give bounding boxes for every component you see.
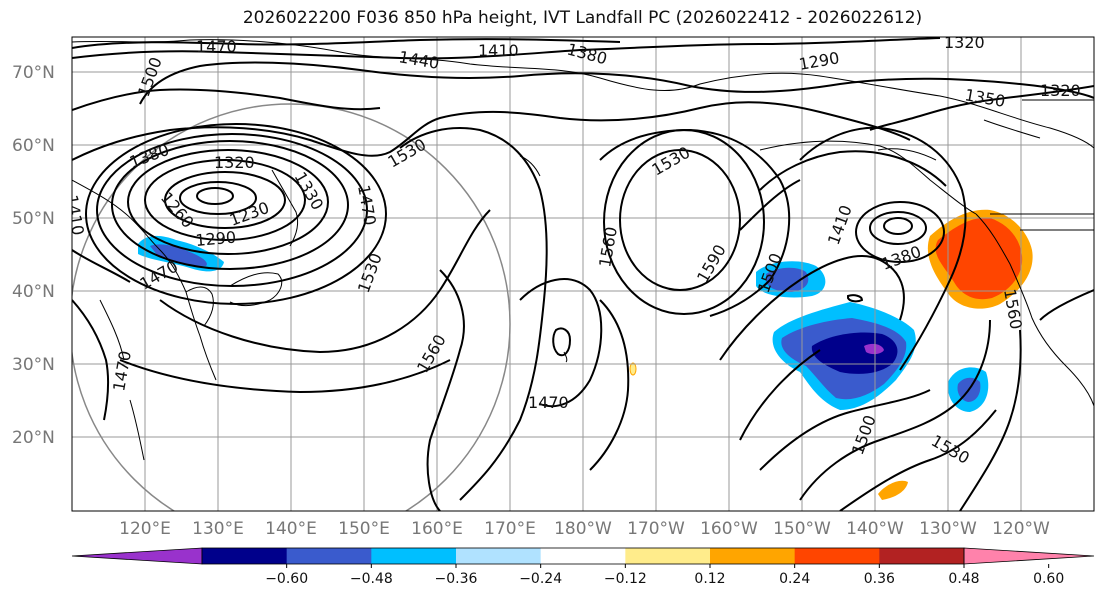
lat-label: 50°N [12,209,55,229]
graticule [72,37,1094,511]
colorbar-band [371,548,457,564]
lon-label: 130°W [919,519,977,539]
lat-label: 30°N [12,355,55,375]
colorbar-extend-min [71,547,203,565]
contour-label: 1410 [478,41,519,60]
colorbar-tick-label: −0.12 [604,571,647,587]
ivt-positive-red [935,217,1023,300]
colorbar: −0.60 −0.48 −0.36 −0.24 −0.12 0.12 0.24 0.36 0.4… [71,547,1095,587]
lat-label: 20°N [12,428,55,448]
colorbar-border [201,547,965,565]
lon-label: 120°E [119,519,171,539]
colorbar-tick-label: −0.36 [435,571,478,587]
lat-label: 40°N [12,282,55,302]
contour-label: 1320 [944,33,985,52]
colorbar-tick-label: 0.60 [1033,571,1064,587]
colorbar-band [456,548,542,564]
lon-label: 170°W [627,519,685,539]
colorbar-band [794,548,880,564]
contour-label: 1320 [1040,81,1081,100]
contour-label: 1320 [214,153,255,172]
lon-label: 120°W [992,519,1050,539]
colorbar-tick-label: 0.48 [948,571,979,587]
colorbar-band [202,548,288,564]
colorbar-tick-label: −0.48 [350,571,393,587]
ivt-negative-extreme [864,343,884,355]
ivt-positive-patch-south [878,480,908,500]
map-frame [71,36,1095,512]
ivt-positive-dot [629,362,637,376]
lon-label: 150°E [338,519,390,539]
ivt-negative-west-core [150,244,207,266]
map-title: 2026022200 F036 850 hPa height, IVT Land… [242,8,923,28]
colorbar-tick-label: −0.60 [265,571,308,587]
height-contours [72,37,1094,511]
colorbar-extend-max [963,547,1095,565]
lon-label: 160°W [700,519,758,539]
lat-label: 70°N [12,63,55,83]
lon-label: 130°E [192,519,244,539]
colorbar-band [540,548,626,564]
colorbar-band [710,548,796,564]
latitude-labels: 70°N 60°N 50°N 40°N 30°N 20°N [12,63,55,448]
colorbar-band [625,548,711,564]
coastlines [72,39,1094,461]
contour-label: 1470 [528,393,569,412]
lon-label: 150°W [773,519,831,539]
lon-label: 140°W [846,519,904,539]
range-circle [72,103,511,511]
lat-label: 60°N [12,136,55,156]
colorbar-band [286,548,372,564]
contour-label: 1470 [196,37,237,56]
lon-label: 180°W [554,519,612,539]
longitude-labels: 120°E 130°E 140°E 150°E 160°E 170°E 180°… [119,519,1050,539]
lon-label: 140°E [265,519,317,539]
colorbar-tick-label: 0.36 [864,571,895,587]
ivt-negative-patch-1-core [766,267,809,292]
colorbar-band [879,548,965,564]
colorbar-tick-label: −0.24 [519,571,562,587]
contour-label: 1290 [195,228,237,250]
lon-label: 160°E [411,519,463,539]
lon-label: 170°E [484,519,536,539]
colorbar-tick-label: 0.24 [779,571,810,587]
colorbar-tick-label: 0.12 [694,571,725,587]
